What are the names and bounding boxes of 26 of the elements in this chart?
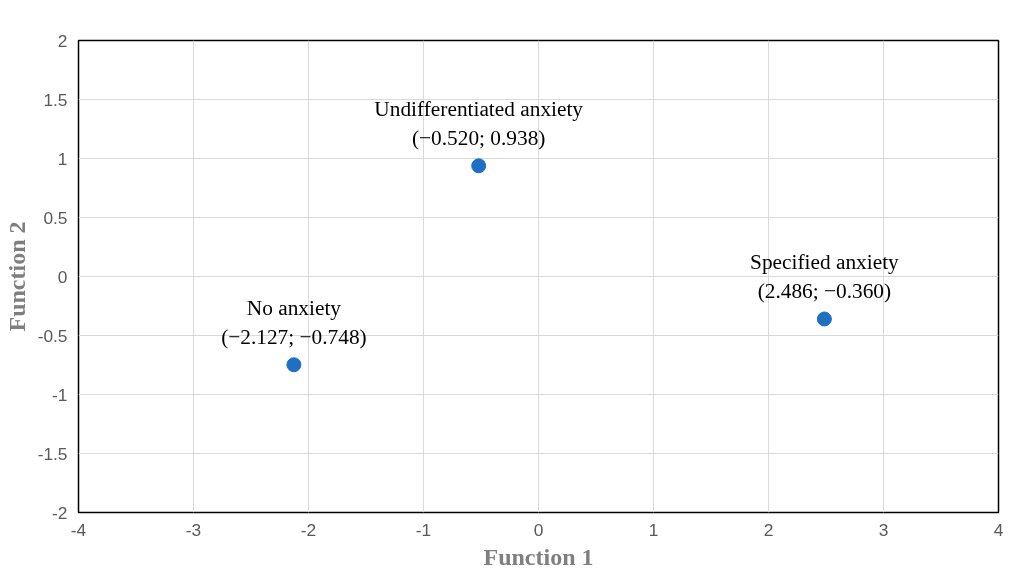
- y-tick-label: 1.5: [43, 89, 68, 110]
- x-tick-label: 0: [533, 519, 544, 540]
- x-tick-label: 2: [763, 519, 774, 540]
- annotation: Specified anxiety (2.486; −0.360): [750, 250, 900, 303]
- x-tick-label: -3: [185, 519, 202, 540]
- x-tick-label: -1: [415, 519, 432, 540]
- point: [816, 311, 832, 327]
- annotation: Undifferentiated anxiety (−0.520; 0.938): [374, 97, 584, 150]
- y-tick-label: -1: [52, 384, 68, 405]
- x-tick-label: 1: [648, 519, 659, 540]
- y-tick-label: -1.5: [37, 443, 68, 464]
- y-tick-label: 0.5: [43, 207, 68, 228]
- x-axis-title: Function 1: [483, 543, 594, 570]
- annotation: No anxiety (−2.127; −0.748): [221, 295, 367, 349]
- y-tick-label: -0.5: [37, 325, 68, 346]
- y-tick-label: -2: [52, 502, 68, 523]
- x-tick-label: -2: [300, 519, 317, 540]
- x-tick-label: 4: [993, 519, 1004, 540]
- y-tick-label: 0: [57, 266, 68, 287]
- y-axis-title: Function 2: [3, 221, 30, 332]
- x-tick-label: -4: [70, 519, 87, 540]
- y-tick-label: 2: [57, 30, 68, 51]
- point: [286, 357, 302, 373]
- point: [471, 158, 487, 174]
- y-tick-label: 1: [57, 148, 68, 169]
- x-tick-label: 3: [878, 519, 889, 540]
